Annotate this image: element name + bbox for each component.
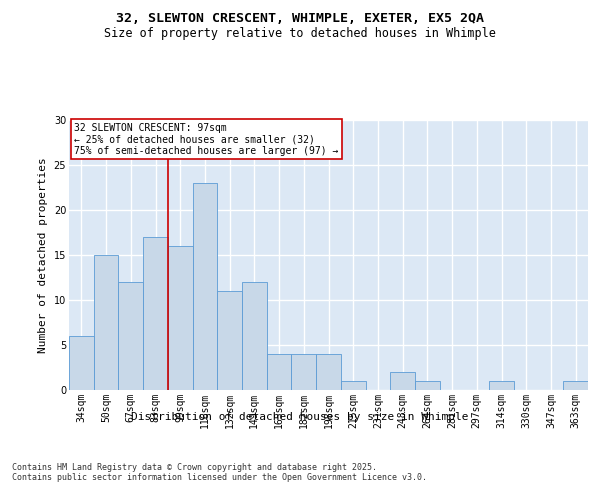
Bar bbox=[489, 381, 514, 390]
Bar bbox=[267, 354, 292, 390]
Bar bbox=[217, 291, 242, 390]
Text: Distribution of detached houses by size in Whimple: Distribution of detached houses by size … bbox=[131, 412, 469, 422]
Bar bbox=[242, 282, 267, 390]
Bar bbox=[390, 372, 415, 390]
Text: Contains HM Land Registry data © Crown copyright and database right 2025.
Contai: Contains HM Land Registry data © Crown c… bbox=[12, 462, 427, 482]
Bar bbox=[292, 354, 316, 390]
Bar bbox=[341, 381, 365, 390]
Bar bbox=[143, 237, 168, 390]
Bar bbox=[168, 246, 193, 390]
Bar bbox=[415, 381, 440, 390]
Bar bbox=[193, 183, 217, 390]
Bar bbox=[316, 354, 341, 390]
Text: 32, SLEWTON CRESCENT, WHIMPLE, EXETER, EX5 2QA: 32, SLEWTON CRESCENT, WHIMPLE, EXETER, E… bbox=[116, 12, 484, 26]
Bar bbox=[69, 336, 94, 390]
Bar bbox=[563, 381, 588, 390]
Bar bbox=[118, 282, 143, 390]
Bar bbox=[94, 255, 118, 390]
Text: Size of property relative to detached houses in Whimple: Size of property relative to detached ho… bbox=[104, 28, 496, 40]
Y-axis label: Number of detached properties: Number of detached properties bbox=[38, 157, 48, 353]
Text: 32 SLEWTON CRESCENT: 97sqm
← 25% of detached houses are smaller (32)
75% of semi: 32 SLEWTON CRESCENT: 97sqm ← 25% of deta… bbox=[74, 122, 338, 156]
